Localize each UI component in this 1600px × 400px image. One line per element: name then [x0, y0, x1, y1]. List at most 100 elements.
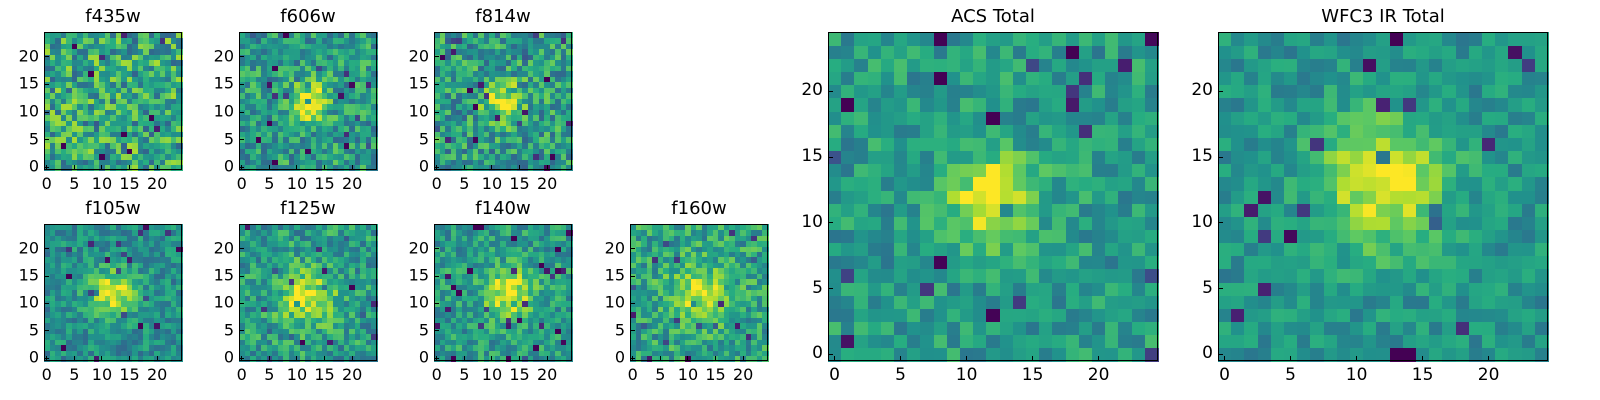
heatmap-cell — [143, 87, 150, 94]
heatmap-cell — [176, 37, 183, 44]
heatmap-cell — [756, 328, 764, 335]
heatmap-cell — [343, 147, 350, 155]
heatmap-cell — [494, 256, 501, 263]
heatmap-cell — [494, 273, 501, 280]
heatmap-cell — [126, 256, 133, 263]
heatmap-cell — [511, 234, 518, 242]
heatmap-cell — [272, 142, 279, 149]
heatmap-cell — [82, 59, 89, 66]
heatmap-cell — [467, 262, 474, 269]
heatmap-cell — [1092, 176, 1106, 191]
heatmap-cell — [332, 103, 339, 110]
heatmap-cell — [137, 339, 144, 346]
heatmap-cell — [1039, 268, 1053, 283]
heatmap-cell — [77, 32, 84, 39]
heatmap-cell — [104, 311, 111, 318]
heatmap-cell — [170, 76, 178, 83]
heatmap-cell — [434, 92, 441, 99]
heatmap-cell — [544, 322, 551, 329]
heatmap-cell — [544, 65, 551, 72]
heatmap-cell — [745, 234, 753, 242]
heatmap-cell — [500, 43, 507, 50]
heatmap-cell — [321, 142, 328, 149]
heatmap-cell — [126, 322, 133, 329]
heatmap-cell — [630, 339, 637, 346]
heatmap-cell — [365, 48, 373, 55]
heatmap-cell — [566, 322, 573, 329]
heatmap-cell — [60, 245, 67, 252]
heatmap-cell — [511, 273, 518, 280]
heatmap-cell — [723, 278, 730, 285]
heatmap-cell — [445, 142, 452, 149]
heatmap-cell — [538, 355, 545, 362]
heatmap-cell — [1078, 282, 1093, 296]
heatmap-cell — [685, 350, 692, 357]
heatmap-cell — [522, 284, 529, 291]
heatmap-cell — [99, 37, 106, 44]
heatmap-cell — [828, 334, 842, 349]
heatmap-cell — [560, 311, 568, 318]
heatmap-cell — [527, 284, 534, 291]
heatmap-cell — [170, 92, 178, 99]
heatmap-cell — [1026, 163, 1040, 178]
heatmap-cell — [472, 284, 479, 291]
heatmap-cell — [332, 251, 339, 258]
heatmap-cell — [360, 234, 367, 242]
heatmap-cell — [461, 306, 468, 313]
heatmap-cell — [299, 142, 306, 149]
heatmap-cell — [176, 92, 183, 99]
heatmap-cell — [110, 147, 117, 155]
heatmap-cell — [82, 317, 89, 324]
heatmap-cell — [165, 229, 172, 236]
heatmap-cell — [999, 176, 1014, 191]
heatmap-cell — [121, 32, 128, 39]
heatmap-cell — [93, 142, 100, 149]
heatmap-cell — [663, 317, 670, 324]
heatmap-cell — [560, 125, 568, 132]
heatmap-cell — [305, 295, 312, 302]
heatmap-cell — [483, 48, 490, 55]
heatmap-cell — [461, 289, 468, 296]
heatmap-cell — [690, 240, 697, 247]
heatmap-cell — [635, 295, 642, 302]
heatmap-cell — [332, 262, 339, 269]
heatmap-cell — [841, 216, 855, 230]
heatmap-cell — [137, 114, 144, 121]
heatmap-cell — [110, 37, 117, 44]
heatmap-cell — [946, 176, 961, 191]
heatmap-cell — [66, 65, 73, 72]
heatmap-cell — [99, 229, 106, 236]
heatmap-cell — [255, 224, 262, 231]
heatmap-cell — [99, 317, 106, 324]
y-tick-label: 0 — [418, 156, 429, 176]
heatmap-cell — [310, 98, 317, 105]
heatmap-cell — [176, 229, 183, 236]
x-tick-label: 5 — [264, 174, 275, 193]
heatmap-cell — [66, 164, 73, 171]
heatmap-cell — [250, 256, 257, 263]
heatmap-cell — [159, 355, 167, 362]
heatmap-cell — [55, 142, 62, 149]
heatmap-cell — [505, 355, 512, 362]
heatmap-cell — [679, 350, 686, 357]
heatmap-cell — [907, 137, 921, 152]
heatmap-cell — [360, 344, 367, 351]
heatmap-cell — [49, 306, 56, 313]
heatmap-cell — [646, 339, 653, 346]
heatmap-cell — [505, 328, 512, 335]
heatmap-cell — [239, 289, 246, 296]
heatmap-cell — [999, 163, 1014, 178]
heatmap-cell — [332, 240, 339, 247]
heatmap-cell — [327, 136, 334, 143]
heatmap-cell — [533, 344, 540, 351]
heatmap-cell — [371, 245, 378, 252]
heatmap-cell — [1078, 216, 1093, 230]
heatmap-cell — [154, 229, 161, 236]
heatmap-cell — [299, 262, 306, 269]
heatmap-cell — [439, 344, 446, 351]
heatmap-cell — [371, 350, 378, 357]
heatmap-cell — [657, 328, 664, 335]
heatmap-cell — [668, 355, 675, 362]
heatmap-cell — [154, 350, 161, 357]
heatmap-cell — [1092, 137, 1106, 152]
